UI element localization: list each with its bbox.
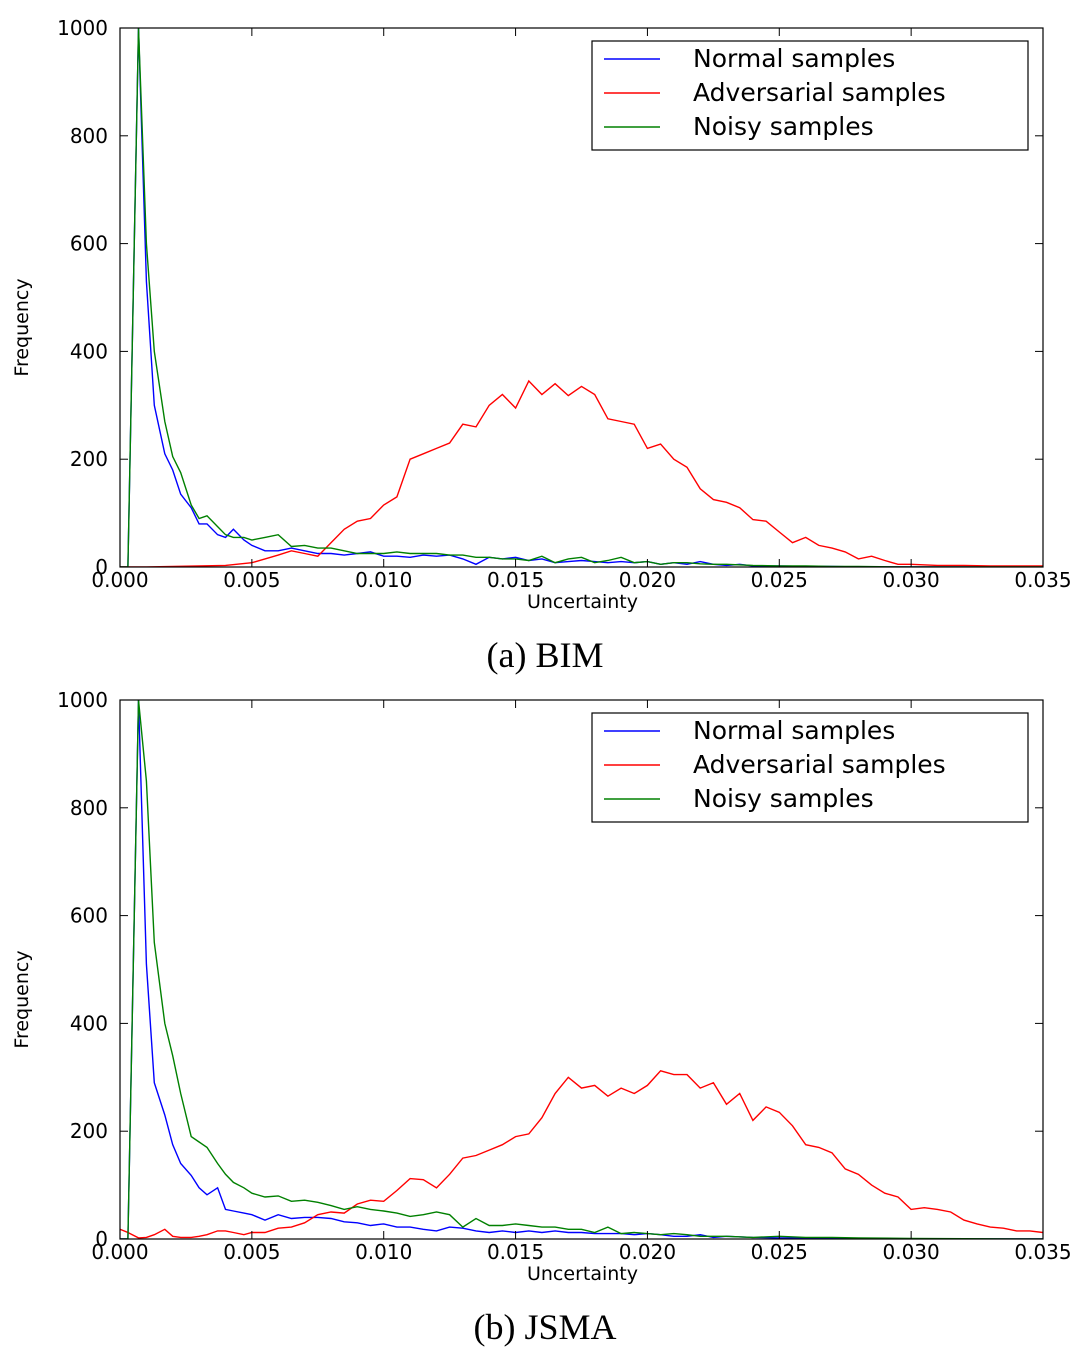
x-tick-label: 0.030 [883,568,940,592]
series-line-noisy-samples [120,28,1043,567]
figure-caption: (a) BIM [487,635,604,675]
x-tick-label: 0.010 [355,568,412,592]
x-tick-label: 0.020 [619,1240,676,1264]
y-tick-label: 400 [70,1011,108,1035]
x-tick-label: 0.010 [355,1240,412,1264]
x-tick-label: 0.025 [751,1240,808,1264]
x-tick-label: 0.005 [223,568,280,592]
y-tick-label: 400 [70,339,108,363]
figure-caption: (b) JSMA [473,1307,616,1347]
x-tick-label: 0.005 [223,1240,280,1264]
chart-svg-jsma: 0.000 0.005 0.010 0.015 0.020 0.025 0.030 0.035… [11,688,1072,1347]
legend-label: Noisy samples [693,112,874,141]
chart-panel-bim: 0.000 0.005 0.010 0.015 0.020 0.025 0.030 0.035… [11,16,1072,675]
legend-box [591,40,1029,151]
legend: Normal samples Adversarial samples Noisy s… [591,40,1029,151]
series-line-adversarial-samples [120,1070,1043,1239]
y-tick-label: 200 [70,1119,108,1143]
y-axis-label: Frequency [11,950,33,1048]
x-tick-label: 0.015 [487,1240,544,1264]
series-line-normal-samples [120,28,1043,567]
legend: Normal samples Adversarial samples Noisy s… [591,712,1029,823]
y-tick-label: 0 [95,555,108,579]
x-tick-label: 0.030 [883,1240,940,1264]
x-tick-label: 0.000 [91,568,148,592]
x-tick-label: 0.000 [91,1240,148,1264]
chart-svg-bim: 0.000 0.005 0.010 0.015 0.020 0.025 0.030 0.035… [11,16,1072,675]
series-line-noisy-samples [120,700,1043,1239]
legend-box [591,712,1029,823]
chart-panel-jsma: 0.000 0.005 0.010 0.015 0.020 0.025 0.030 0.035… [0,672,1090,1352]
x-tick-label: 0.020 [619,568,676,592]
legend-label: Noisy samples [693,784,874,813]
y-axis-label: Frequency [11,278,33,376]
y-tick-label: 0 [95,1227,108,1251]
legend-label: Adversarial samples [693,78,946,107]
x-axis-label: Uncertainty [527,1263,638,1285]
plot-area [120,28,1043,567]
axes-frame [119,27,1044,568]
y-tick-label: 1000 [57,16,108,40]
y-tick-label: 200 [70,447,108,471]
y-tick-label: 600 [70,904,108,928]
y-tick-label: 800 [70,796,108,820]
x-tick-label: 0.015 [487,568,544,592]
axes-frame [119,699,1044,1240]
series-line-adversarial-samples [120,379,1043,567]
legend-label: Normal samples [693,716,895,745]
y-tick-label: 1000 [57,688,108,712]
x-axis-label: Uncertainty [527,591,638,613]
x-tick-label: 0.035 [1014,568,1071,592]
plot-area [120,700,1043,1239]
x-tick-label: 0.035 [1014,1240,1071,1264]
legend-label: Adversarial samples [693,750,946,779]
x-tick-label: 0.025 [751,568,808,592]
y-tick-label: 800 [70,124,108,148]
y-tick-label: 600 [70,232,108,256]
legend-label: Normal samples [693,44,895,73]
